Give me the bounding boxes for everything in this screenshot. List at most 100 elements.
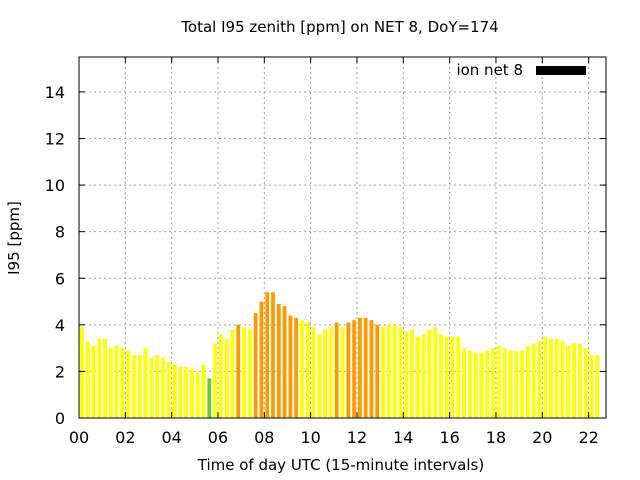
bar: [253, 313, 258, 418]
y-tick-labels: 0 2 4 6 8 10 12 14: [45, 83, 65, 428]
bar: [514, 350, 519, 418]
bar: [491, 348, 495, 418]
bar: [346, 322, 351, 418]
bar: [108, 348, 113, 418]
bar: [172, 364, 177, 418]
x-tick-label: 00: [69, 428, 89, 447]
bar: [259, 301, 264, 418]
bar: [305, 322, 310, 418]
bar: [137, 355, 142, 418]
bar: [392, 324, 397, 418]
y-tick-label: 10: [45, 176, 65, 195]
bar: [317, 334, 322, 418]
bar: [572, 343, 577, 418]
bar: [554, 338, 559, 418]
y-tick-label: 12: [45, 130, 65, 149]
legend-label: ion net 8: [456, 61, 523, 79]
plot-frame: [78, 56, 607, 419]
chart-title: Total I95 zenith [ppm] on NET 8, DoY=174: [180, 18, 498, 36]
bar: [444, 336, 449, 418]
bar: [363, 317, 368, 418]
bar: [427, 329, 432, 418]
bars-group: [80, 292, 600, 418]
bar: [479, 352, 484, 418]
bar: [91, 345, 96, 418]
y-tick-label: 8: [55, 223, 65, 242]
x-tick-label: 14: [393, 428, 413, 447]
bar: [560, 341, 565, 418]
bar: [143, 348, 148, 418]
bar: [352, 320, 356, 418]
bar: [537, 341, 542, 418]
bar: [439, 334, 443, 418]
grid-lines: [79, 57, 606, 418]
bar: [126, 350, 131, 418]
bar: [201, 364, 206, 418]
x-tick-label: 02: [115, 428, 135, 447]
bar: [410, 329, 414, 418]
bar: [120, 348, 125, 418]
y-axis-label: I95 [ppm]: [5, 201, 23, 275]
x-tick-label: 20: [532, 428, 552, 447]
bar: [184, 366, 189, 418]
bar: [271, 292, 275, 418]
bar: [114, 345, 119, 418]
y-tick-label: 4: [55, 316, 65, 335]
bar: [433, 327, 438, 418]
bar: [415, 336, 420, 418]
bar: [462, 348, 467, 418]
bar: [543, 336, 548, 418]
y-tick-label: 6: [55, 269, 65, 288]
bar: [242, 327, 246, 418]
bar: [103, 338, 107, 418]
x-tick-label: 10: [300, 428, 320, 447]
bar: [207, 378, 212, 418]
bar: [531, 343, 536, 418]
bar: [311, 327, 316, 418]
y-tick-label: 2: [55, 362, 65, 381]
bar: [230, 329, 235, 418]
bar: [485, 350, 490, 418]
bar: [496, 345, 501, 418]
bar: [520, 350, 524, 418]
bar: [149, 357, 154, 418]
axis-ticks: [78, 57, 606, 419]
bar: [386, 324, 391, 418]
bar: [369, 320, 374, 418]
bar: [357, 317, 362, 418]
bar: [502, 348, 507, 418]
bar: [276, 303, 281, 418]
bar: [473, 352, 478, 418]
bar: [282, 306, 287, 418]
bar: [589, 355, 594, 418]
bar: [468, 350, 472, 418]
bar: [583, 348, 588, 418]
bar: [97, 338, 102, 418]
bar: [213, 343, 217, 418]
bar: [404, 331, 409, 418]
bar: [190, 369, 194, 418]
bar: [375, 324, 380, 418]
bar: [224, 338, 229, 418]
bar: [161, 357, 165, 418]
bar: [340, 327, 345, 418]
bar: [294, 317, 299, 418]
legend: ion net 8: [456, 61, 586, 79]
bar: [525, 345, 530, 418]
y-tick-label: 14: [45, 83, 65, 102]
x-tick-label: 04: [161, 428, 181, 447]
bar: [578, 343, 582, 418]
bar: [456, 336, 461, 418]
x-axis-label: Time of day UTC (15-minute intervals): [197, 456, 484, 474]
bar: [85, 341, 90, 418]
bar: [508, 350, 513, 418]
bar: [288, 315, 293, 418]
bar: [381, 327, 385, 418]
x-tick-label: 16: [439, 428, 459, 447]
bar: [421, 334, 426, 418]
legend-swatch: [536, 66, 586, 75]
y-tick-label: 0: [55, 409, 65, 428]
x-tick-label: 06: [208, 428, 228, 447]
bar: [329, 327, 333, 418]
